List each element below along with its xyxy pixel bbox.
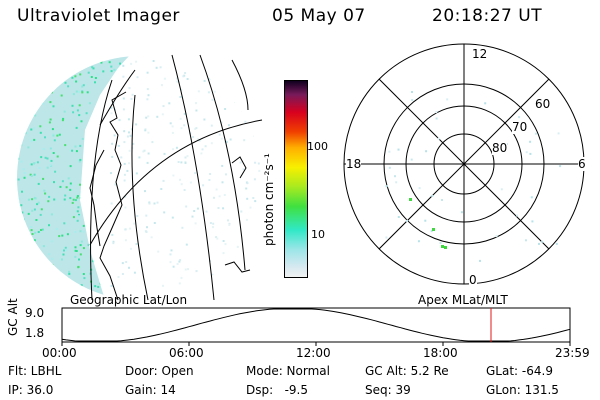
glon-info: GLon: 131.5 [486,383,559,397]
coastline [89,91,251,301]
image-date: 05 May 07 [272,6,366,26]
image-time: 20:18:27 UT [432,6,543,26]
color-scale-bar [284,80,308,278]
mode-info: Mode: Normal [246,364,330,378]
ip-info: IP: 36.0 [8,383,54,397]
instrument-title: Ultraviolet Imager [17,6,180,26]
sparse-emission-speckle [110,60,261,290]
orbit-xtick-0600: 06:00 [169,346,204,360]
seq-info: Seq: 39 [365,383,411,397]
orbit-altitude-curve [61,308,571,342]
door-info: Door: Open [125,364,194,378]
glat-info: GLat: -64.9 [486,364,553,378]
colorbar-tick-10: 10 [311,228,325,241]
left-panel-label: Geographic Lat/Lon [70,293,188,307]
mlat-label-60: 60 [535,97,551,111]
gain-info: Gain: 14 [125,383,176,397]
orbit-ytick-1-8: 1.8 [25,326,45,340]
mlt-label-0: 0 [469,273,477,287]
colorbar-tick-100: 100 [307,140,328,153]
orbit-xtick-1800: 18:00 [423,346,458,360]
right-panel-label: Apex MLat/MLT [418,293,508,307]
orbit-ytick-9: 9.0 [25,306,45,320]
filter-info: Flt: LBHL [8,364,62,378]
mlt-label-18: 18 [346,157,362,171]
dsp-info: Dsp: -9.5 [246,383,309,397]
orbit-xtick-1200: 12:00 [296,346,331,360]
mlat-label-70: 70 [512,120,528,134]
mlt-label-12: 12 [472,47,488,61]
orbit-xtick-2359: 23:59 [555,346,590,360]
mlt-label-6: 6 [578,157,586,171]
mlat-label-80: 80 [492,141,508,155]
orbit-xtick-0000: 00:00 [42,346,77,360]
gc-alt-info: GC Alt: 5.2 Re [365,364,449,378]
